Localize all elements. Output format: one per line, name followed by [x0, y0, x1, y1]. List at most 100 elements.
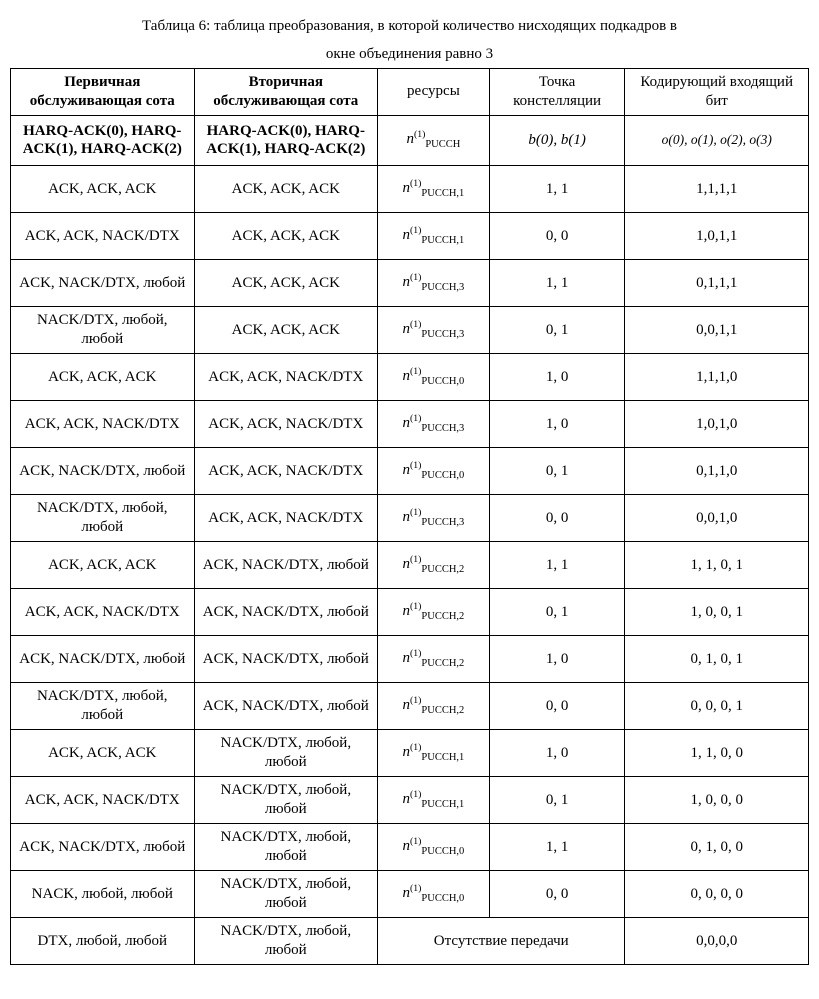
- cell-resource: n(1)PUCCH,1: [378, 213, 490, 260]
- cell-primary: ACK, ACK, ACK: [11, 542, 195, 589]
- table-row: ACK, ACK, ACKACK, ACK, ACKn(1)PUCCH,11, …: [11, 166, 809, 213]
- cell-constellation: 0, 0: [489, 213, 625, 260]
- cell-primary: ACK, NACK/DTX, любой: [11, 448, 195, 495]
- cell-primary: ACK, NACK/DTX, любой: [11, 824, 195, 871]
- cell-coding-bit: 1,1,1,0: [625, 354, 809, 401]
- col-header-secondary: Вторичная обслуживающая сота: [194, 69, 378, 116]
- cell-constellation: 0, 1: [489, 448, 625, 495]
- cell-secondary: NACK/DTX, любой, любой: [194, 730, 378, 777]
- table-row: ACK, NACK/DTX, любойACK, ACK, NACK/DTXn(…: [11, 448, 809, 495]
- cell-constellation: 1, 0: [489, 636, 625, 683]
- cell-resource: n(1)PUCCH,1: [378, 777, 490, 824]
- table-row: ACK, ACK, ACKACK, ACK, NACK/DTXn(1)PUCCH…: [11, 354, 809, 401]
- cell-primary: DTX, любой, любой: [11, 918, 195, 965]
- cell-coding-bit: 1, 1, 0, 0: [625, 730, 809, 777]
- cell-secondary: ACK, ACK, NACK/DTX: [194, 448, 378, 495]
- cell-coding-bit: 0,0,1,1: [625, 307, 809, 354]
- cell-secondary: ACK, ACK, ACK: [194, 307, 378, 354]
- cell-coding-bit: 1,1,1,1: [625, 166, 809, 213]
- cell-coding-bit: 1, 0, 0, 0: [625, 777, 809, 824]
- conversion-table: Первичная обслуживающая сота Вторичная о…: [10, 68, 809, 965]
- cell-coding-bit: 0,0,1,0: [625, 495, 809, 542]
- subheader-secondary: HARQ-ACK(0), HARQ-ACK(1), HARQ-ACK(2): [194, 115, 378, 166]
- cell-primary: ACK, ACK, ACK: [11, 730, 195, 777]
- cell-resource: n(1)PUCCH,0: [378, 824, 490, 871]
- cell-primary: ACK, ACK, ACK: [11, 166, 195, 213]
- cell-coding-bit: 1,0,1,0: [625, 401, 809, 448]
- table-row: NACK/DTX, любой, любойACK, NACK/DTX, люб…: [11, 683, 809, 730]
- cell-secondary: NACK/DTX, любой, любой: [194, 824, 378, 871]
- subheader-res-sub: PUCCH: [425, 139, 460, 150]
- cell-constellation: 1, 0: [489, 401, 625, 448]
- cell-resource: n(1)PUCCH,2: [378, 683, 490, 730]
- cell-resource: n(1)PUCCH,2: [378, 542, 490, 589]
- cell-primary: ACK, ACK, NACK/DTX: [11, 777, 195, 824]
- table-caption-line1: Таблица 6: таблица преобразования, в кот…: [10, 14, 809, 38]
- cell-coding-bit: 0, 1, 0, 0: [625, 824, 809, 871]
- cell-constellation: 0, 0: [489, 683, 625, 730]
- table-row: ACK, ACK, NACK/DTXACK, NACK/DTX, любойn(…: [11, 589, 809, 636]
- cell-constellation: 0, 1: [489, 307, 625, 354]
- cell-constellation: 1, 0: [489, 354, 625, 401]
- cell-primary: ACK, NACK/DTX, любой: [11, 260, 195, 307]
- cell-resource: n(1)PUCCH,1: [378, 730, 490, 777]
- table-row: ACK, NACK/DTX, любойACK, NACK/DTX, любой…: [11, 636, 809, 683]
- cell-secondary: NACK/DTX, любой, любой: [194, 918, 378, 965]
- cell-secondary: ACK, NACK/DTX, любой: [194, 683, 378, 730]
- cell-coding-bit: 0,1,1,0: [625, 448, 809, 495]
- subheader-resources: n(1)PUCCH: [378, 115, 490, 166]
- table-header-row: Первичная обслуживающая сота Вторичная о…: [11, 69, 809, 116]
- table-caption-line2: окне объединения равно 3: [10, 42, 809, 66]
- cell-resource: n(1)PUCCH,3: [378, 307, 490, 354]
- cell-constellation: 1, 0: [489, 730, 625, 777]
- cell-secondary: ACK, ACK, ACK: [194, 260, 378, 307]
- cell-secondary: ACK, ACK, ACK: [194, 166, 378, 213]
- cell-resource: n(1)PUCCH,3: [378, 401, 490, 448]
- table-row: DTX, любой, любойNACK/DTX, любой, любойО…: [11, 918, 809, 965]
- cell-constellation: 0, 1: [489, 777, 625, 824]
- cell-resource: n(1)PUCCH,3: [378, 260, 490, 307]
- cell-secondary: ACK, NACK/DTX, любой: [194, 636, 378, 683]
- cell-secondary: ACK, ACK, ACK: [194, 213, 378, 260]
- table-row: ACK, NACK/DTX, любойACK, ACK, ACKn(1)PUC…: [11, 260, 809, 307]
- cell-coding-bit: 0, 0, 0, 1: [625, 683, 809, 730]
- cell-resource: n(1)PUCCH,0: [378, 448, 490, 495]
- cell-constellation: 0, 0: [489, 495, 625, 542]
- subheader-constellation: b(0), b(1): [489, 115, 625, 166]
- table-body: ACK, ACK, ACKACK, ACK, ACKn(1)PUCCH,11, …: [11, 166, 809, 965]
- cell-resource: n(1)PUCCH,0: [378, 871, 490, 918]
- cell-coding-bit: 1, 1, 0, 1: [625, 542, 809, 589]
- col-header-primary: Первичная обслуживающая сота: [11, 69, 195, 116]
- cell-secondary: ACK, ACK, NACK/DTX: [194, 495, 378, 542]
- cell-resource: n(1)PUCCH,0: [378, 354, 490, 401]
- table-row: ACK, ACK, ACKNACK/DTX, любой, любойn(1)P…: [11, 730, 809, 777]
- cell-coding-bit: 1, 0, 0, 1: [625, 589, 809, 636]
- col-header-resources: ресурсы: [378, 69, 490, 116]
- cell-secondary: ACK, ACK, NACK/DTX: [194, 401, 378, 448]
- cell-coding-bit: 0, 0, 0, 0: [625, 871, 809, 918]
- cell-primary: NACK/DTX, любой, любой: [11, 683, 195, 730]
- cell-primary: ACK, ACK, NACK/DTX: [11, 589, 195, 636]
- cell-no-transmission: Отсутствие передачи: [378, 918, 625, 965]
- cell-primary: ACK, NACK/DTX, любой: [11, 636, 195, 683]
- cell-secondary: NACK/DTX, любой, любой: [194, 871, 378, 918]
- cell-primary: ACK, ACK, NACK/DTX: [11, 401, 195, 448]
- col-header-coding-bit: Кодирующий входящий бит: [625, 69, 809, 116]
- cell-constellation: 1, 1: [489, 260, 625, 307]
- cell-secondary: ACK, NACK/DTX, любой: [194, 589, 378, 636]
- table-row: NACK/DTX, любой, любойACK, ACK, NACK/DTX…: [11, 495, 809, 542]
- cell-primary: NACK/DTX, любой, любой: [11, 307, 195, 354]
- table-row: ACK, ACK, NACK/DTXNACK/DTX, любой, любой…: [11, 777, 809, 824]
- table-row: ACK, NACK/DTX, любойNACK/DTX, любой, люб…: [11, 824, 809, 871]
- cell-coding-bit: 0,1,1,1: [625, 260, 809, 307]
- table-row: NACK/DTX, любой, любойACK, ACK, ACKn(1)P…: [11, 307, 809, 354]
- cell-constellation: 1, 1: [489, 824, 625, 871]
- cell-secondary: ACK, ACK, NACK/DTX: [194, 354, 378, 401]
- cell-primary: NACK, любой, любой: [11, 871, 195, 918]
- cell-constellation: 1, 1: [489, 166, 625, 213]
- table-row: ACK, ACK, ACKACK, NACK/DTX, любойn(1)PUC…: [11, 542, 809, 589]
- cell-constellation: 1, 1: [489, 542, 625, 589]
- col-header-constellation: Точка констелляции: [489, 69, 625, 116]
- cell-coding-bit: 0,0,0,0: [625, 918, 809, 965]
- cell-coding-bit: 0, 1, 0, 1: [625, 636, 809, 683]
